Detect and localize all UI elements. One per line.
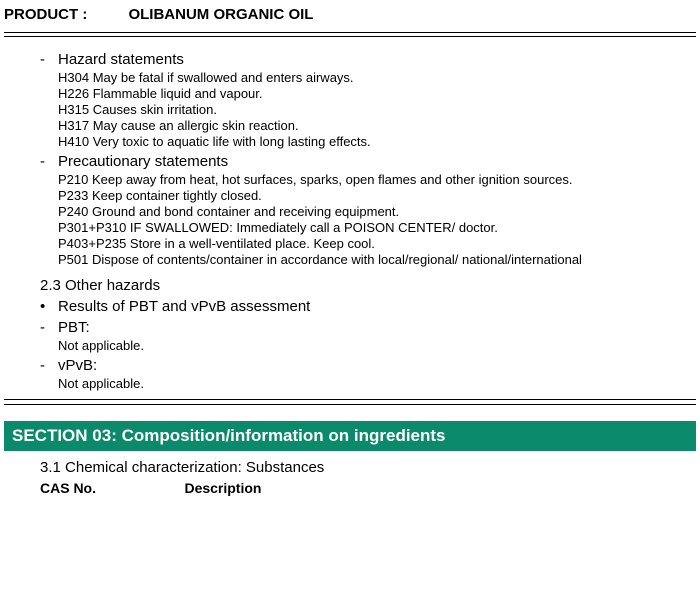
precaution-line: P240 Ground and bond container and recei… bbox=[58, 204, 696, 219]
hazard-heading-text: Hazard statements bbox=[58, 51, 184, 68]
hazard-heading: -Hazard statements bbox=[40, 51, 696, 68]
vpvb-row: -vPvB: bbox=[40, 357, 696, 374]
section-03-bar: SECTION 03: Composition/information on i… bbox=[4, 421, 696, 451]
body-content: -Hazard statements H304 May be fatal if … bbox=[0, 51, 700, 391]
content-divider-top bbox=[4, 399, 696, 400]
other-hazards-heading: 2.3 Other hazards bbox=[40, 277, 696, 294]
product-label: PRODUCT : bbox=[4, 6, 124, 23]
hazard-line: H315 Causes skin irritation. bbox=[58, 102, 696, 117]
col-cas-no: CAS No. bbox=[40, 480, 180, 496]
hazard-line: H317 May cause an allergic skin reaction… bbox=[58, 118, 696, 133]
precaution-heading-text: Precautionary statements bbox=[58, 153, 228, 170]
pbt-row: -PBT: bbox=[40, 319, 696, 336]
hazard-line: H410 Very toxic to aquatic life with lon… bbox=[58, 134, 696, 149]
precaution-line: P210 Keep away from heat, hot surfaces, … bbox=[58, 172, 696, 187]
precaution-line: P501 Dispose of contents/container in ac… bbox=[58, 252, 696, 267]
document-header: PRODUCT : OLIBANUM ORGANIC OIL bbox=[0, 0, 700, 28]
vpvb-label: vPvB: bbox=[58, 357, 97, 374]
hazard-line: H226 Flammable liquid and vapour. bbox=[58, 86, 696, 101]
content-divider-bottom bbox=[4, 404, 696, 405]
pbt-assessment-heading: •Results of PBT and vPvB assessment bbox=[40, 298, 696, 315]
pbt-label: PBT: bbox=[58, 319, 90, 336]
pbt-value: Not applicable. bbox=[58, 338, 696, 353]
page: PRODUCT : OLIBANUM ORGANIC OIL -Hazard s… bbox=[0, 0, 700, 600]
vpvb-value: Not applicable. bbox=[58, 376, 696, 391]
precaution-line: P403+P235 Store in a well-ventilated pla… bbox=[58, 236, 696, 251]
header-divider bbox=[4, 32, 696, 37]
ingredients-table-header: CAS No. Description bbox=[40, 480, 700, 498]
precaution-line: P301+P310 IF SWALLOWED: Immediately call… bbox=[58, 220, 696, 235]
hazard-line: H304 May be fatal if swallowed and enter… bbox=[58, 70, 696, 85]
assessment-text: Results of PBT and vPvB assessment bbox=[58, 298, 310, 315]
section-03-subheading: 3.1 Chemical characterization: Substance… bbox=[40, 459, 700, 476]
col-description: Description bbox=[184, 480, 261, 496]
precaution-heading: -Precautionary statements bbox=[40, 153, 696, 170]
precaution-line: P233 Keep container tightly closed. bbox=[58, 188, 696, 203]
product-name: OLIBANUM ORGANIC OIL bbox=[128, 6, 313, 23]
